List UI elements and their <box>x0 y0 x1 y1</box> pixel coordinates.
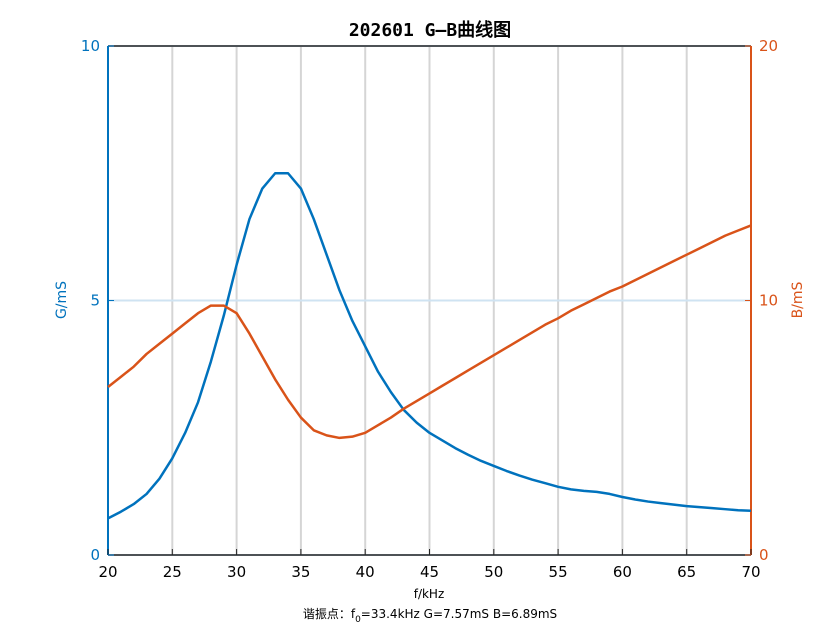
y2-axis-label: B/mS <box>790 281 806 318</box>
series-line <box>107 224 752 440</box>
x-tick-label: 45 <box>420 563 439 581</box>
series-line <box>107 172 752 520</box>
x-tick-label: 35 <box>291 563 310 581</box>
x-tick-label: 70 <box>741 563 760 581</box>
annotation-subscript: 0 <box>355 615 361 624</box>
y2-tick-label: 0 <box>759 546 769 564</box>
chart-title: 202601 G—B曲线图 <box>349 19 511 41</box>
annotation: 谐振点：f0=33.4kHz G=7.57mS B=6.89mS <box>303 607 557 624</box>
x-tick-label: 25 <box>163 563 182 581</box>
y-tick-label: 5 <box>90 292 100 310</box>
y2-tick-label: 10 <box>759 292 778 310</box>
x-tick-label: 40 <box>356 563 375 581</box>
x-axis-label: f/kHz <box>414 587 445 601</box>
x-tick-label: 20 <box>98 563 117 581</box>
x-tick-label: 50 <box>484 563 503 581</box>
y-tick-label: 10 <box>81 37 100 55</box>
x-tick-label: 55 <box>549 563 568 581</box>
x-tick-label: 30 <box>227 563 246 581</box>
y2-tick-label: 20 <box>759 37 778 55</box>
annotation-suffix: =33.4kHz G=7.57mS B=6.89mS <box>361 607 557 621</box>
y-tick-label: 0 <box>90 546 100 564</box>
annotation-prefix: 谐振点：f <box>303 607 356 621</box>
y-axis-label: G/mS <box>54 281 70 319</box>
x-tick-label: 65 <box>677 563 696 581</box>
x-tick-label: 60 <box>613 563 632 581</box>
